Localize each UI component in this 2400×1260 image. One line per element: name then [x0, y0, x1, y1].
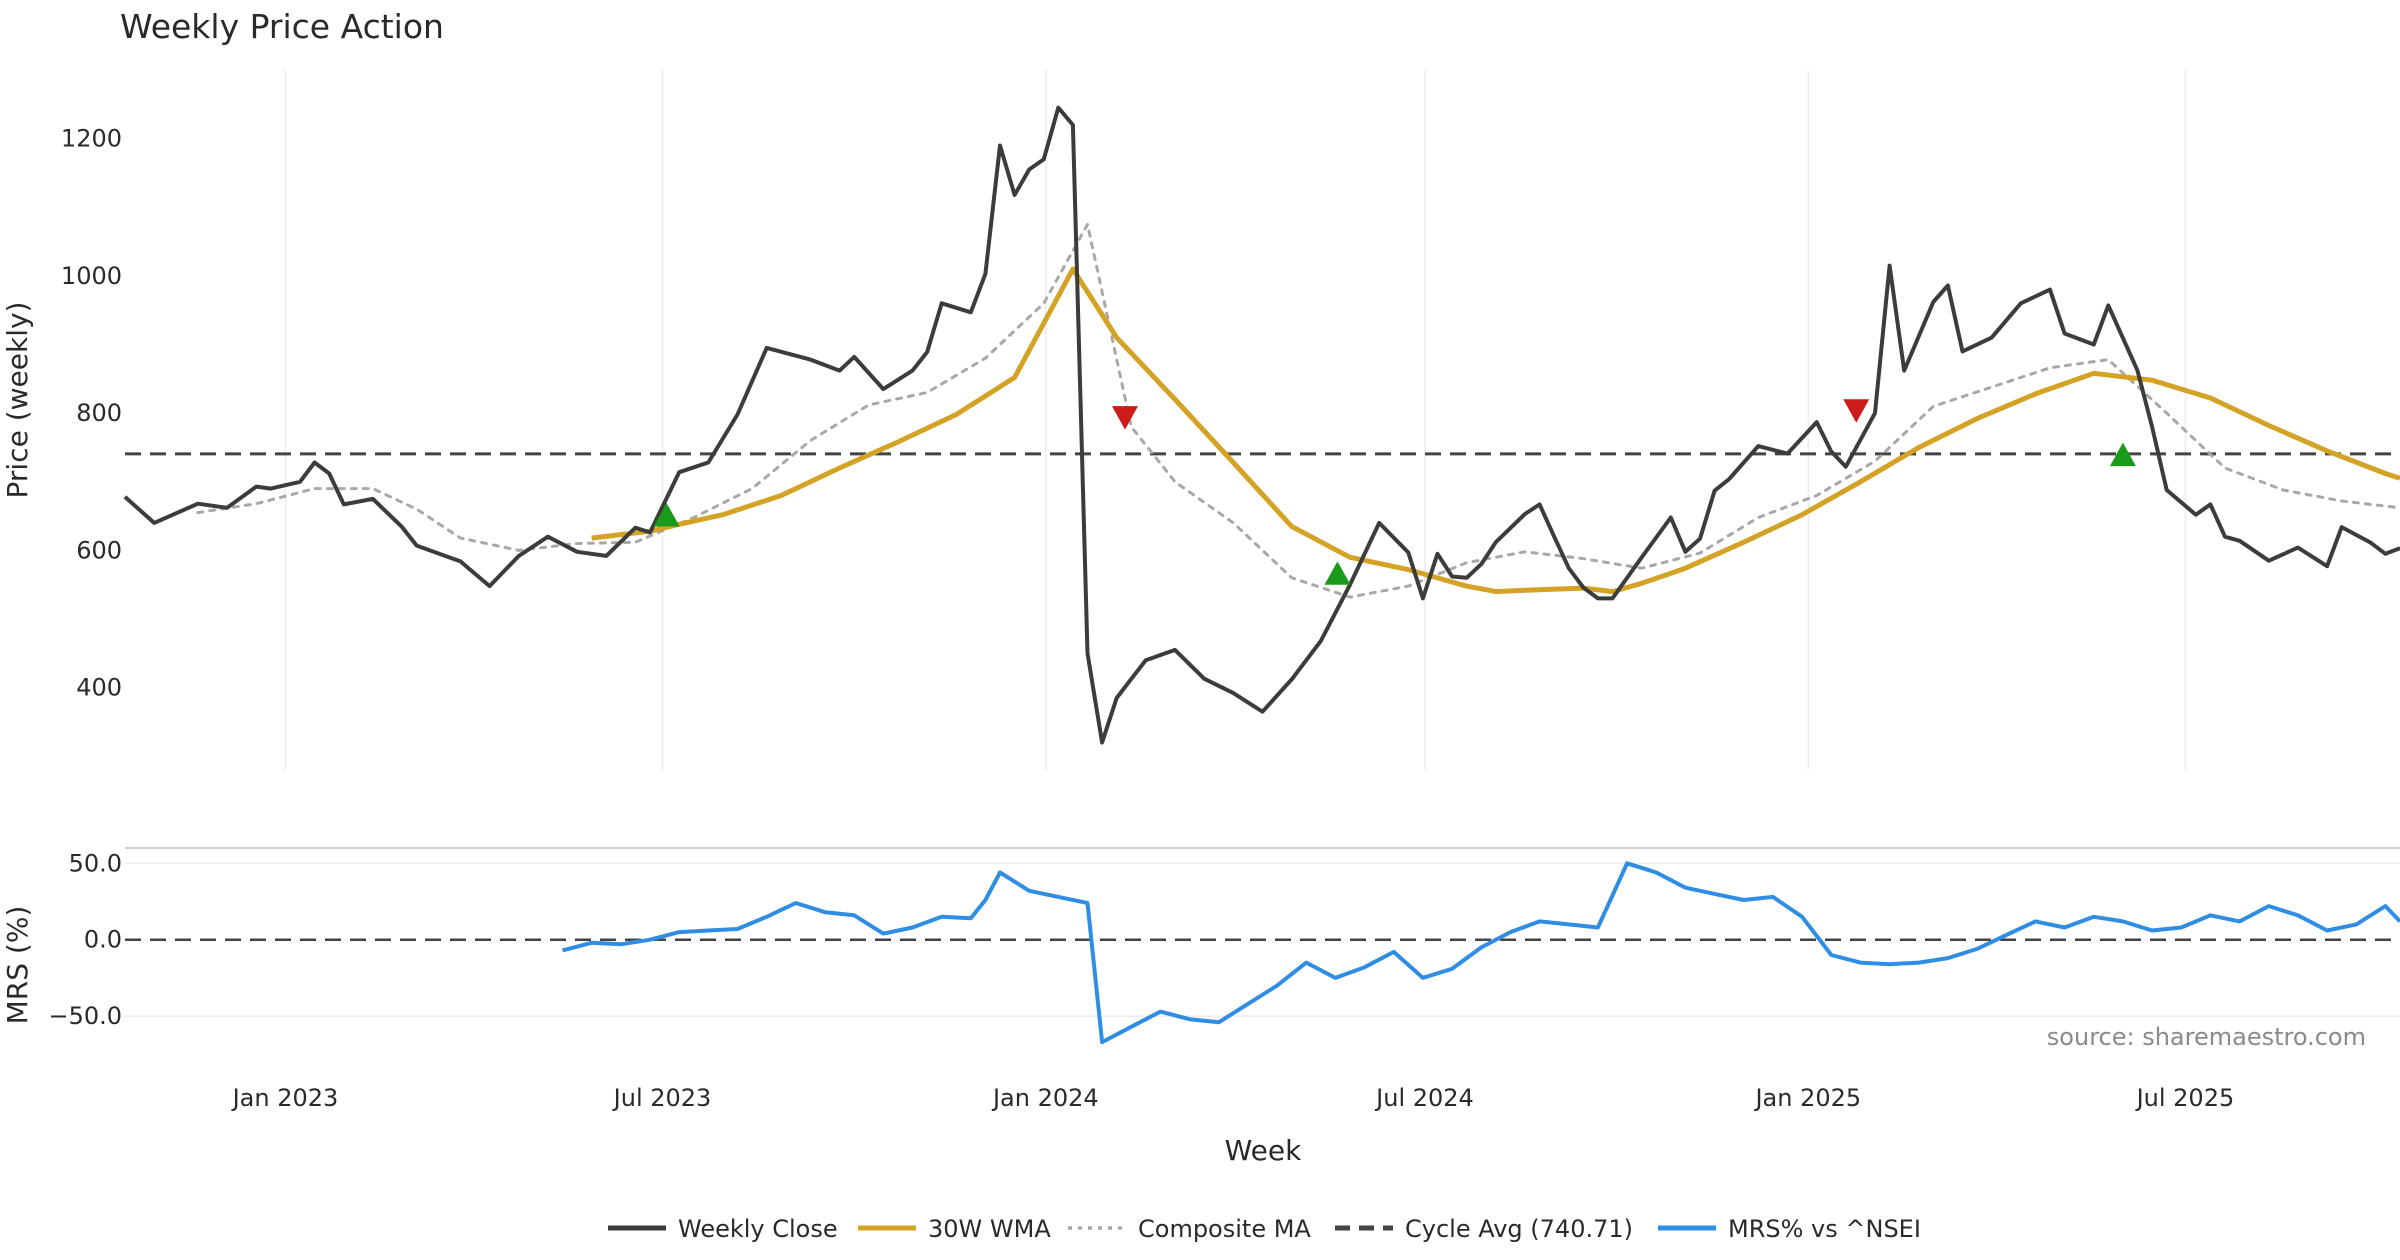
x-tick-label: Jul 2023 — [612, 1084, 712, 1112]
mrs-panel — [125, 861, 2400, 1045]
buy-signal-marker — [2109, 442, 2136, 467]
buy-signal-marker — [1324, 561, 1351, 585]
grid-layer — [125, 70, 2400, 1017]
price-tick-label: 1200 — [61, 125, 122, 153]
series-mrs-vs-nsei — [561, 861, 2400, 1045]
chart-title: Weekly Price Action — [120, 7, 444, 46]
mrs-tick-label: 0.0 — [84, 926, 122, 954]
mrs-axis-title: MRS (%) — [1, 906, 34, 1025]
legend-label: Weekly Close — [678, 1215, 838, 1243]
x-axis-title: Week — [1225, 1134, 1302, 1167]
x-tick-label: Jan 2024 — [991, 1084, 1099, 1112]
x-tick-label: Jul 2025 — [2135, 1084, 2235, 1112]
legend-label: 30W WMA — [928, 1215, 1051, 1243]
mrs-tick-label: −50.0 — [48, 1002, 122, 1030]
legend-label: Composite MA — [1138, 1215, 1311, 1243]
price-axis-title: Price (weekly) — [1, 302, 34, 499]
axis-layer: Jan 2023 Jul 2023 Jan 2024 Jul 2024 Jan 2025… — [48, 125, 2234, 1112]
price-panel — [123, 105, 2400, 745]
series-30w-wma — [591, 266, 2400, 595]
sell-signal-marker — [1843, 399, 1870, 423]
mrs-tick-label: 50.0 — [69, 849, 122, 877]
sell-signal-marker — [1112, 406, 1138, 430]
price-tick-label: 400 — [76, 674, 122, 702]
series-composite-ma — [196, 222, 2400, 599]
price-tick-label: 800 — [76, 399, 122, 427]
chart-legend: Weekly Close 30W WMA Composite MA Cycle Avg… — [608, 1215, 1921, 1243]
x-tick-label: Jan 2023 — [231, 1084, 339, 1112]
legend-label: MRS% vs ^NSEI — [1728, 1215, 1921, 1243]
x-tick-label: Jan 2025 — [1753, 1084, 1861, 1112]
legend-label: Cycle Avg (740.71) — [1405, 1215, 1633, 1243]
x-tick-label: Jul 2024 — [1374, 1084, 1474, 1112]
price-tick-label: 600 — [76, 536, 122, 564]
source-note: source: sharemaestro.com — [2047, 1023, 2366, 1051]
buy-signal-marker — [653, 503, 680, 527]
series-weekly-close — [123, 105, 2400, 745]
price-tick-label: 1000 — [61, 262, 122, 290]
